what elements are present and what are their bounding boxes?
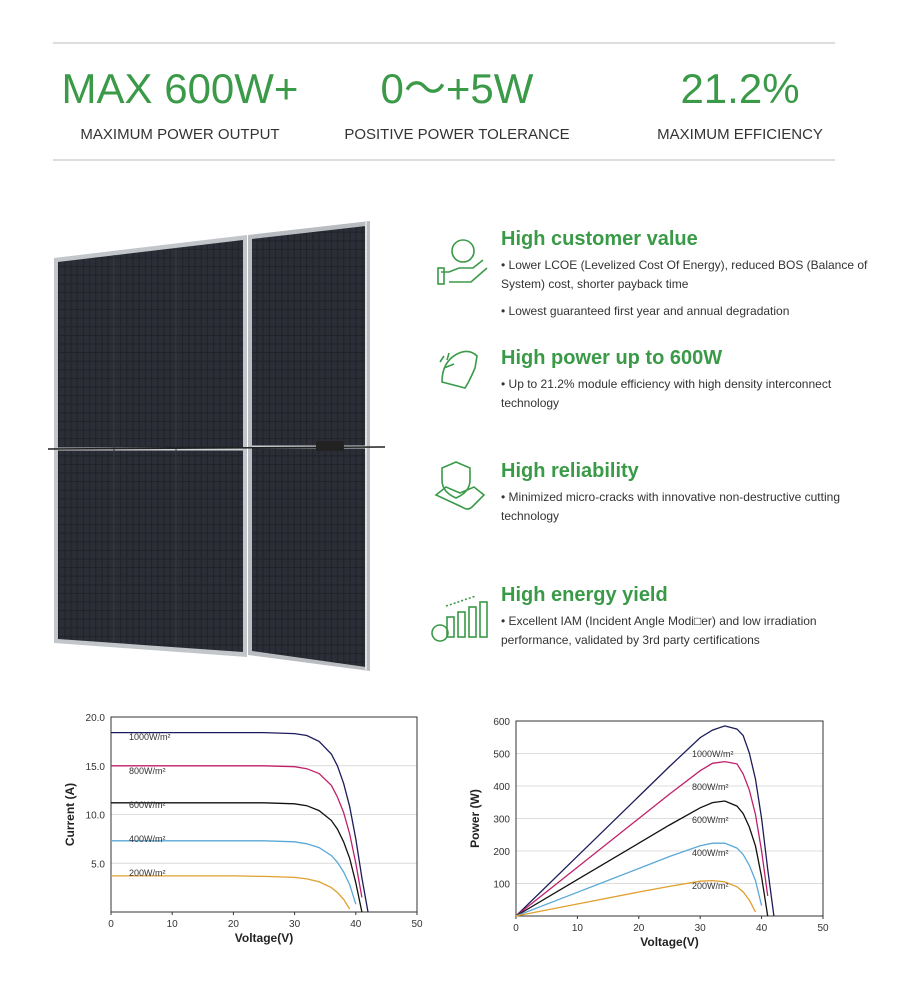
feature-title: High reliability — [501, 460, 639, 482]
series-label: 800W/m² — [692, 782, 729, 792]
x-tick-label: 40 — [756, 923, 768, 934]
y-tick-label: 15.0 — [86, 762, 106, 773]
x-tick-label: 10 — [167, 919, 179, 930]
series-label: 600W/m² — [129, 800, 166, 810]
y-tick-label: 300 — [493, 815, 510, 826]
feature-item: • Lower LCOE (Levelized Cost Of Energy),… — [501, 258, 868, 291]
series-line — [111, 840, 357, 905]
x-tick-label: 20 — [228, 919, 240, 930]
stat-value: MAX 600W+ — [61, 65, 299, 112]
x-tick-label: 30 — [695, 923, 707, 934]
series-line — [111, 802, 363, 913]
series-line — [515, 842, 763, 917]
plot-frame — [110, 716, 418, 913]
feature-text: • Minimized micro-cracks with innovative… — [501, 488, 871, 534]
series-line — [515, 725, 775, 917]
x-tick-label: 20 — [633, 923, 645, 934]
y-tick-label: 20.0 — [86, 713, 106, 724]
divider — [53, 42, 835, 44]
y-tick-label: 500 — [493, 750, 510, 761]
stat-label: POSITIVE POWER TOLERANCE — [344, 126, 570, 143]
series-label: 200W/m² — [692, 881, 729, 891]
feature-text: • Lower LCOE (Levelized Cost Of Energy),… — [501, 256, 871, 329]
feature-item: • Excellent IAM (Incident Angle Modi□er)… — [501, 614, 817, 647]
series-label: 600W/m² — [692, 815, 729, 825]
stat-value: 0～+5W — [380, 65, 534, 112]
feature-title: High customer value — [501, 228, 698, 250]
series-line — [515, 879, 757, 917]
feature-title: High power up to 600W — [501, 347, 723, 369]
series-label: 1000W/m² — [129, 732, 171, 742]
feature-text: • Up to 21.2% module efficiency with hig… — [501, 375, 871, 421]
panel-image — [47, 221, 386, 671]
feature-text: • Excellent IAM (Incident Angle Modi□er)… — [501, 612, 871, 658]
x-tick-label: 50 — [411, 919, 423, 930]
y-tick-label: 600 — [493, 717, 510, 728]
series-line — [111, 731, 369, 913]
y-axis-title: Power (W) — [468, 789, 482, 848]
y-tick-label: 400 — [493, 782, 510, 793]
series-label: 1000W/m² — [692, 749, 734, 759]
series-line — [111, 875, 351, 910]
series-label: 400W/m² — [692, 848, 729, 858]
x-tick-label: 0 — [513, 923, 519, 934]
x-tick-label: 40 — [350, 919, 362, 930]
stat: MAX 600W+ MAXIMUM POWER OUTPUT — [50, 64, 310, 143]
x-tick-label: 0 — [108, 919, 114, 930]
plot-frame — [515, 720, 824, 917]
series-line — [515, 760, 769, 917]
y-axis-title: Current (A) — [63, 783, 77, 846]
stat-label: MAXIMUM POWER OUTPUT — [80, 126, 280, 143]
feature-item: • Up to 21.2% module efficiency with hig… — [501, 377, 832, 410]
feature-item: • Lowest guaranteed first year and annua… — [501, 304, 790, 318]
series-label: 800W/m² — [129, 766, 166, 776]
x-axis-title: Voltage(V) — [235, 931, 293, 945]
feature-title: High energy yield — [501, 584, 668, 606]
x-tick-label: 10 — [572, 923, 584, 934]
divider — [53, 159, 835, 161]
series-line — [111, 765, 363, 898]
series-label: 200W/m² — [129, 868, 166, 878]
series-line — [515, 800, 769, 917]
stat-label: MAXIMUM EFFICIENCY — [657, 126, 823, 143]
stat: 21.2% MAXIMUM EFFICIENCY — [610, 64, 870, 143]
x-tick-label: 50 — [817, 923, 829, 934]
y-tick-label: 10.0 — [86, 811, 106, 822]
stat-value: 21.2% — [680, 65, 800, 112]
y-tick-label: 200 — [493, 847, 510, 858]
x-axis-title: Voltage(V) — [640, 935, 698, 949]
y-tick-label: 5.0 — [91, 859, 105, 870]
stat: 0～+5W POSITIVE POWER TOLERANCE — [327, 64, 587, 143]
x-tick-label: 30 — [289, 919, 301, 930]
y-tick-label: 100 — [493, 880, 510, 891]
series-label: 400W/m² — [129, 834, 166, 844]
feature-item: • Minimized micro-cracks with innovative… — [501, 490, 840, 523]
